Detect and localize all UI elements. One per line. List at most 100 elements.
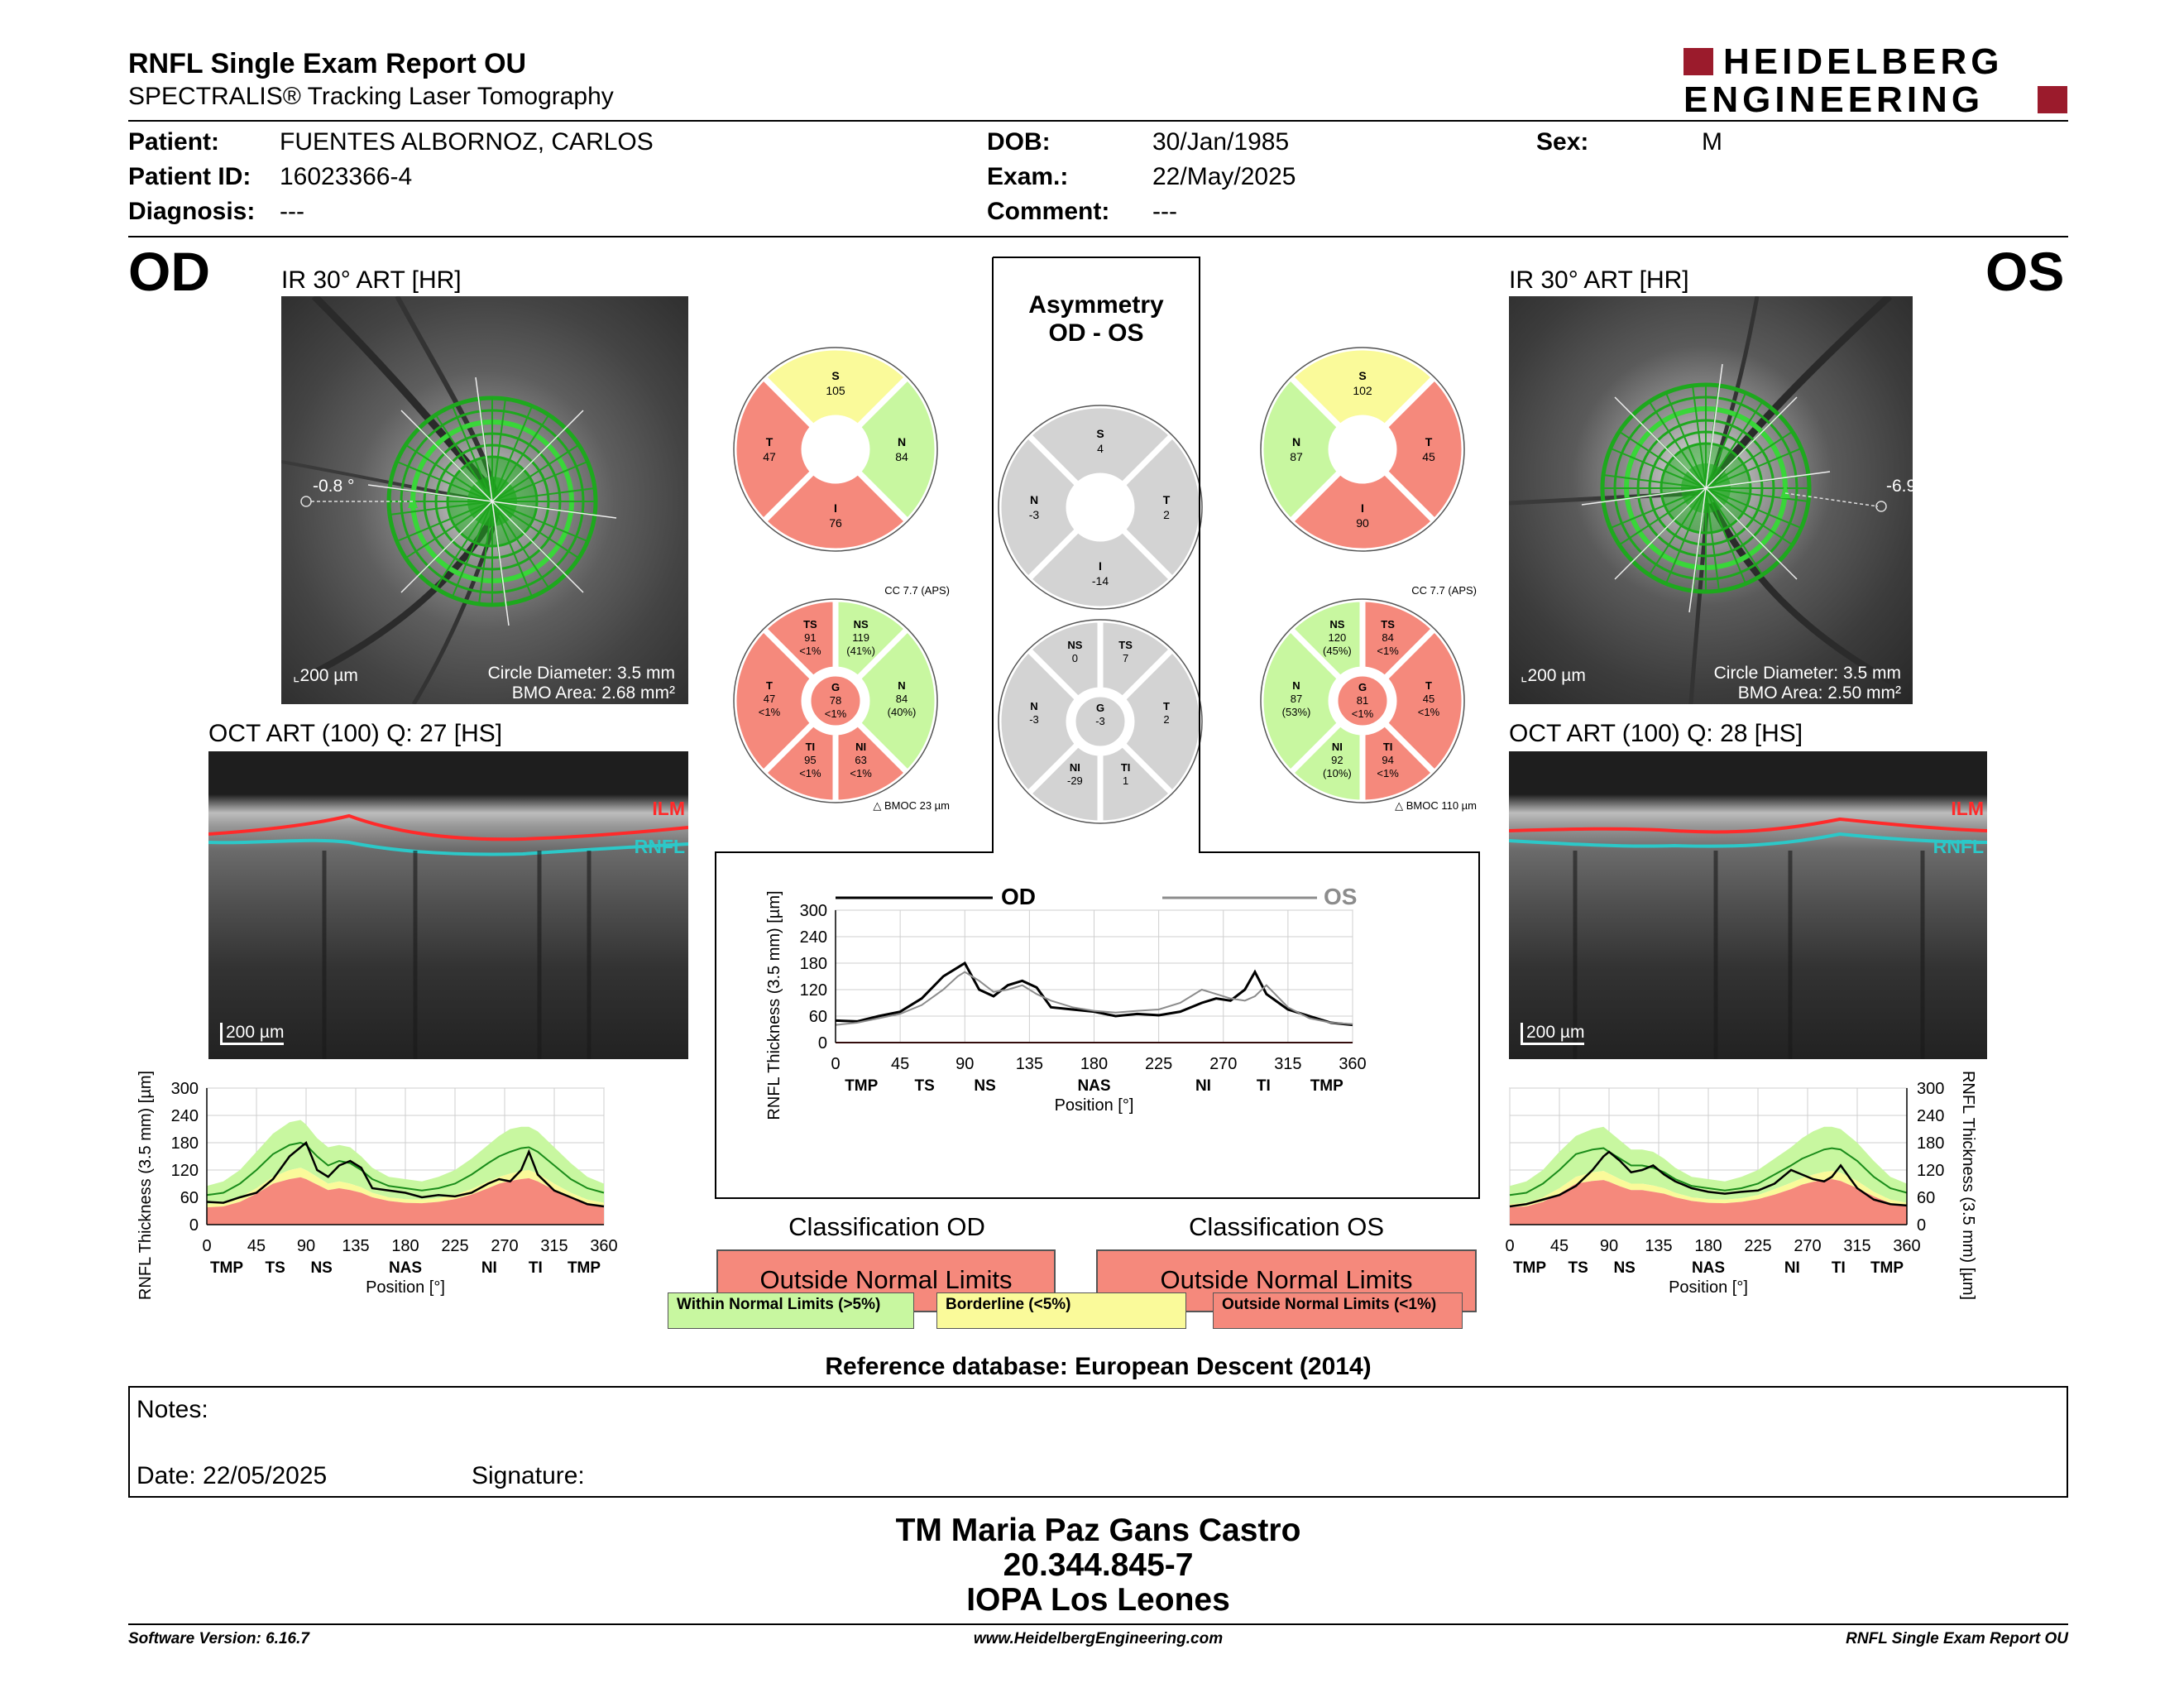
od-sector6-text-ti-2: <1%	[799, 767, 821, 779]
os-bmoc-label: △ BMOC 110 µm	[1395, 799, 1477, 812]
asym-sector4: S 4 T 2 I-14 N -3	[995, 402, 1205, 612]
od-sector6-text-ti-1: 95	[804, 754, 816, 766]
od-profile-sector-label: NI	[481, 1259, 497, 1277]
os-profile-ytick-label: 0	[1917, 1216, 1926, 1235]
os-sector6-text-ns-1: 120	[1329, 631, 1347, 644]
od-angle-text: -0.8 °	[313, 477, 355, 496]
od-oct-overlay	[208, 813, 688, 1059]
os-profile-sector-label: TMP	[1513, 1259, 1546, 1277]
asym-sector6-text-ns-0: NS	[1067, 639, 1082, 651]
od-sector4-label-T: T	[766, 435, 774, 448]
asym-sector4-label-N: N	[1030, 493, 1038, 506]
od-profile-sector-label: NAS	[389, 1259, 422, 1277]
header-divider	[128, 120, 2068, 122]
sector-diagrams: S105N84I76T47S102T45I90N87S4T2I-14N-3TS9…	[730, 344, 1477, 827]
asym-sector6-text-n-1: -3	[1029, 713, 1039, 726]
patient-divider	[128, 236, 2068, 237]
os-cc-label: CC 7.7 (APS)	[1411, 584, 1477, 597]
os-sector4-label-S: S	[1358, 369, 1366, 382]
os-scale-value: 200 µm	[1527, 666, 1586, 685]
asym-sector4-value-S: 4	[1097, 442, 1104, 455]
od-sector4-value-I: 76	[829, 516, 842, 530]
asym-profile-sector-label: TMP	[845, 1077, 878, 1095]
dob-value: 30/Jan/1985	[1152, 128, 1290, 156]
od-sector4-label-I: I	[834, 501, 837, 515]
od-sector6-text-n-1: 84	[896, 693, 908, 705]
od-eye-label: OD	[128, 241, 210, 302]
notes-date: Date: 22/05/2025	[136, 1462, 328, 1489]
report-subtitle: SPECTRALIS® Tracking Laser Tomography	[128, 83, 614, 110]
classification-od-label: Classification OD	[788, 1212, 985, 1241]
os-profile-ytick-label: 60	[1917, 1189, 1935, 1207]
os-sector6-text-g-1: 81	[1357, 694, 1368, 707]
os-sector6-text-ns-2: (45%)	[1323, 645, 1352, 657]
heidelberg-logo: HEIDELBERG ENGINEERING	[1684, 44, 2068, 120]
asym-profile-xtick-label: 180	[1080, 1055, 1108, 1073]
os-oct-image: ILM RNFL 200 µm	[1509, 751, 1987, 1059]
footer-report: RNFL Single Exam Report OU	[1846, 1630, 2068, 1647]
od-sector4-value-N: 84	[895, 450, 908, 463]
signature-institution: IOPA Los Leones	[966, 1582, 1230, 1618]
asym-sector4-outline	[998, 405, 1203, 610]
os-profile-ytick-label: 120	[1917, 1162, 1944, 1180]
od-sector6-text-ni-2: <1%	[850, 767, 872, 779]
os-circle-diameter: Circle Diameter: 3.5 mm	[1713, 664, 1901, 683]
os-sector6-text-t-2: <1%	[1418, 706, 1440, 718]
report-title: RNFL Single Exam Report OU	[128, 48, 527, 79]
asymmetry-title-line2: OD - OS	[1048, 319, 1144, 347]
exam-label: Exam.:	[987, 163, 1069, 190]
os-profile-band-borderline	[1510, 1171, 1907, 1208]
od-sector4-outline	[733, 347, 938, 552]
od-profile-plot: 0 60 120 180 240 300 0 45 90 135 180 225 270 315 360 TM…	[136, 1071, 618, 1300]
os-sector6-text-ni-0: NI	[1332, 741, 1343, 753]
logo-square-bottom	[2038, 86, 2067, 113]
asym-sector4-label-I: I	[1099, 559, 1102, 573]
notes-signature: Signature:	[472, 1462, 585, 1489]
od-sector4-label-N: N	[898, 435, 906, 448]
asym-profile-xlabel: Position [°]	[1055, 1096, 1134, 1115]
sex-value: M	[1702, 128, 1722, 156]
od-profile-ytick-label: 60	[180, 1189, 199, 1207]
od-profile-band-within	[207, 1120, 604, 1205]
asym-sector6-text-t-0: T	[1163, 700, 1170, 712]
od-rnfl-label: RNFL	[634, 836, 685, 857]
od-ilm-label: ILM	[652, 798, 685, 819]
od-sector6-text-t-1: 47	[764, 693, 775, 705]
legend-borderline: Borderline (<5%)	[936, 1292, 1186, 1329]
asym-profile-xtick-label: 225	[1145, 1055, 1172, 1073]
os-sector4-label-N: N	[1292, 435, 1300, 448]
os-profile-xtick-label: 225	[1744, 1237, 1771, 1255]
asym-profile-series-od	[835, 961, 1353, 1027]
od-scale-mark: ⌞	[293, 668, 300, 684]
od-profile-xtick-label: 45	[247, 1237, 266, 1255]
os-fundus-overlay	[1509, 296, 1899, 704]
os-sector6-text-t-1: 45	[1423, 693, 1434, 705]
od-fundus-overlay	[281, 296, 617, 704]
od-profile-xtick-label: 180	[391, 1237, 419, 1255]
os-oct-title: OCT ART (100) Q: 28 [HS]	[1509, 720, 1803, 747]
comment-label: Comment:	[987, 198, 1110, 225]
exam-value: 22/May/2025	[1152, 163, 1296, 190]
os-profile-xtick-label: 360	[1893, 1237, 1920, 1255]
os-scale-text: ⌞200 µm	[1521, 666, 1586, 686]
os-sector6-text-g-2: <1%	[1352, 707, 1374, 720]
asym-profile-sector-label: NAS	[1077, 1077, 1110, 1095]
os-angle-text: -6.9	[1886, 477, 1913, 496]
asym-sector4-value-N: -3	[1029, 508, 1040, 521]
os-sector4-label-T: T	[1425, 435, 1433, 448]
os-rnfl-label: RNFL	[1933, 836, 1984, 857]
os-profile-xlabel: Position [°]	[1669, 1278, 1748, 1297]
asym-profile-ylabel: RNFL Thickness (3.5 mm) [µm]	[765, 890, 783, 1120]
patient-value: FUENTES ALBORNOZ, CARLOS	[280, 128, 654, 156]
os-profile-sector-label: TI	[1832, 1259, 1846, 1277]
asym-profile-sector-label: NS	[974, 1077, 995, 1095]
od-profile-sector-label: TI	[529, 1259, 543, 1277]
od-sector6-text-ns-2: (41%)	[846, 645, 875, 657]
od-profile-normal-mean-line	[206, 1141, 605, 1196]
od-sector6-text-n-2: (40%)	[888, 706, 917, 718]
legend-outside: Outside Normal Limits (<1%)	[1213, 1292, 1463, 1329]
asym-sector6-text-ts-0: TS	[1118, 639, 1133, 651]
asym-sector4-label-S: S	[1096, 427, 1104, 440]
os-profile-band-within	[1510, 1126, 1907, 1205]
signature-name: TM Maria Paz Gans Castro	[895, 1513, 1301, 1548]
